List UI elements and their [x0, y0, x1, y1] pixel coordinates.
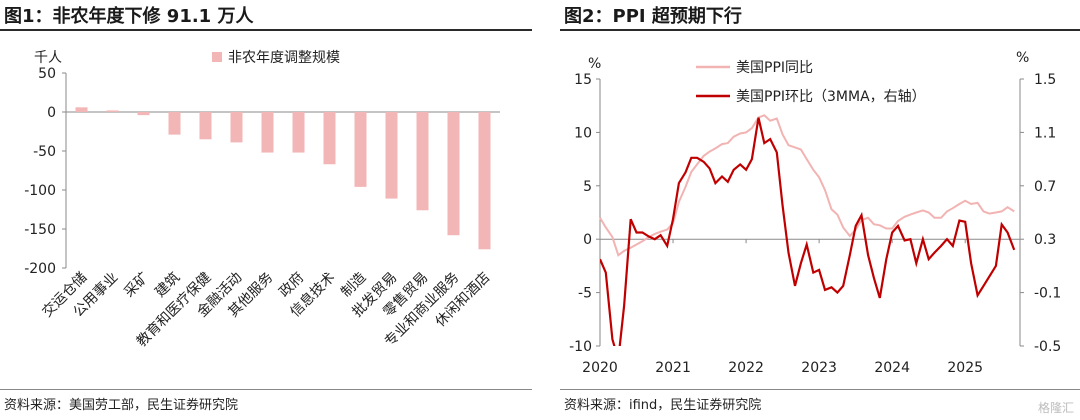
y-tick-label: 10 — [574, 125, 592, 141]
chart-title: 图2：PPI 超预期下行 — [564, 6, 742, 27]
y-tick-label: -100 — [24, 183, 56, 199]
y2-tick-label: 0.3 — [1034, 232, 1056, 248]
title-rule — [0, 29, 532, 31]
x-tick-label: 2024 — [874, 360, 910, 376]
y2-tick-label: -0.5 — [1034, 339, 1061, 355]
y2-tick-label: 0.7 — [1034, 179, 1056, 195]
y-tick-label: 0 — [583, 232, 592, 248]
series-line-yoy — [599, 114, 1015, 257]
y-tick-label: 15 — [574, 72, 592, 88]
bar — [168, 112, 181, 135]
title-rule — [560, 29, 1080, 31]
y-tick-label: -200 — [24, 261, 56, 277]
chart-title: 图1：非农年度下修 91.1 万人 — [4, 6, 254, 27]
bar — [137, 112, 150, 116]
bar — [416, 112, 429, 211]
x-tick-label: 2021 — [655, 360, 691, 376]
y2-tick-label: -0.1 — [1034, 286, 1061, 302]
bar — [75, 107, 88, 112]
bar — [354, 112, 367, 187]
y-tick-label: -50 — [33, 144, 56, 160]
y-tick-label: 50 — [38, 66, 56, 82]
bar — [447, 112, 460, 236]
source-rule — [560, 389, 1080, 390]
x-tick-label: 2025 — [947, 360, 983, 376]
y2-tick-label: 1.5 — [1034, 72, 1056, 88]
x-tick-label: 2023 — [801, 360, 837, 376]
legend-label-yoy: 美国PPI同比 — [736, 60, 813, 76]
y-axis-label: % — [588, 56, 601, 72]
bar — [478, 112, 491, 250]
bar — [106, 110, 119, 112]
source-note: 资料来源：美国劳工部，民生证券研究院 — [4, 398, 239, 413]
y2-tick-label: 1.1 — [1034, 125, 1056, 141]
bar — [261, 112, 274, 153]
legend-swatch — [212, 52, 222, 62]
bar — [385, 112, 398, 199]
legend-label: 非农年度调整规模 — [228, 50, 340, 66]
bar — [292, 112, 305, 153]
y-axis-label: 千人 — [34, 50, 62, 66]
y-tick-label: 5 — [583, 179, 592, 195]
source-note: 资料来源：ifind，民生证券研究院 — [564, 398, 762, 413]
bar — [323, 112, 336, 165]
legend-label-mom: 美国PPI环比（3MMA，右轴） — [736, 89, 926, 105]
y-tick-label: -10 — [569, 339, 592, 355]
y-tick-label: 0 — [47, 105, 56, 121]
bar — [230, 112, 243, 143]
x-tick-label: 采矿 — [121, 270, 152, 301]
right-chart-panel: 图2：PPI 超预期下行 15 10 5 0 -5 -10 1.5 1.1 0.7 0.3 -0.1… — [560, 0, 1080, 420]
series-line-mom — [600, 117, 1016, 346]
watermark: 格隆汇 — [1037, 401, 1074, 415]
y-tick-label: -150 — [24, 222, 56, 238]
y-tick-label: -5 — [578, 286, 592, 302]
x-tick-label: 2022 — [728, 360, 764, 376]
left-chart-panel: 图1：非农年度下修 91.1 万人 50 0 -50 -100 -150 -200 千人 交运… — [0, 0, 532, 420]
bar — [199, 112, 212, 140]
source-rule — [0, 389, 532, 390]
y2-axis-label: % — [1016, 50, 1029, 66]
x-tick-label: 2020 — [582, 360, 618, 376]
line-chart: 15 10 5 0 -5 -10 1.5 1.1 0.7 0.3 -0.1 -0.5% % 2020 202… — [569, 50, 1061, 376]
